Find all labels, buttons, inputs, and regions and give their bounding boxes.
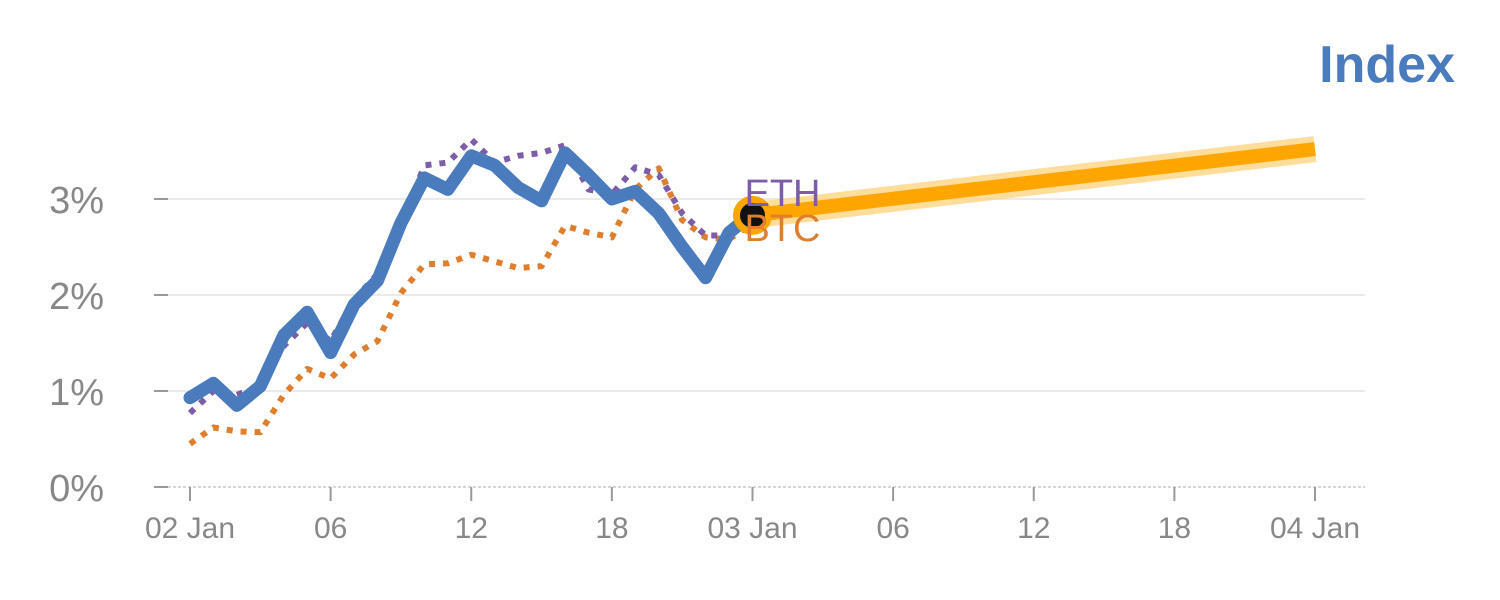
- x-tick-label: 02 Jan: [145, 512, 235, 545]
- x-tick-label: 03 Jan: [707, 512, 797, 545]
- y-tick-label: 1%: [49, 372, 104, 414]
- x-tick-label: 04 Jan: [1270, 512, 1360, 545]
- axis-layer: 0% 1% 2% 3% 02 Jan 06 12 18 03 Jan 06 12 18 04 Jan: [49, 180, 1360, 545]
- index-series-line: [183, 146, 759, 412]
- btc-series-line: [188, 165, 755, 447]
- x-tick-label: 12: [455, 512, 488, 545]
- x-tick-label: 12: [1017, 512, 1050, 545]
- index-projection-line: [751, 142, 1316, 223]
- y-tick-label: 0%: [49, 468, 104, 510]
- btc-series-label: BTC: [745, 208, 821, 250]
- series-layer: [183, 136, 1317, 447]
- current-value-marker: [733, 195, 772, 235]
- x-tick-label: 06: [314, 512, 347, 545]
- x-tick-label: 18: [595, 512, 628, 545]
- chart-title: Index: [1319, 36, 1455, 94]
- y-tick-label: 3%: [49, 180, 104, 222]
- eth-series-label: ETH: [745, 173, 821, 215]
- y-tick-label: 2%: [49, 276, 104, 318]
- x-tick-label: 18: [1158, 512, 1191, 545]
- eth-series-line: [187, 136, 755, 416]
- x-tick-label: 06: [876, 512, 909, 545]
